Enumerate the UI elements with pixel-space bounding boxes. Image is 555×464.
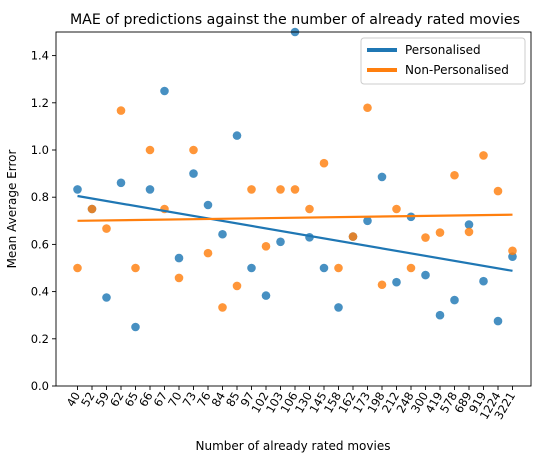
point-non-personalised [174, 273, 184, 283]
point-non-personalised [116, 106, 126, 115]
x-axis-ticks: 4052596265666770737684859710210310613014… [64, 386, 518, 422]
x-tick-label: 97 [238, 390, 257, 410]
x-tick-label: 73 [180, 390, 199, 410]
point-non-personalised [435, 228, 445, 237]
point-personalised [450, 295, 459, 305]
point-non-personalised [232, 281, 242, 291]
point-personalised [334, 303, 343, 312]
x-tick-label: 76 [194, 390, 213, 410]
point-non-personalised [421, 233, 430, 242]
point-personalised [189, 169, 198, 178]
point-non-personalised [218, 303, 227, 312]
point-non-personalised [276, 185, 285, 194]
x-tick-label: 40 [64, 390, 83, 410]
point-non-personalised [102, 224, 111, 233]
legend-label-non-personalised: Non-Personalised [405, 63, 509, 77]
point-non-personalised [493, 186, 503, 196]
y-tick-label: 1.0 [31, 143, 49, 157]
y-tick-label: 0.6 [31, 237, 49, 251]
point-personalised [102, 293, 111, 302]
x-tick-label: 52 [78, 390, 97, 410]
y-tick-label: 0.0 [31, 379, 49, 393]
x-tick-label: 84 [209, 390, 228, 410]
point-non-personalised [305, 204, 314, 214]
point-non-personalised [87, 204, 97, 214]
legend-box [360, 37, 526, 85]
point-personalised [363, 216, 372, 226]
point-non-personalised [479, 151, 488, 160]
x-tick-label: 70 [165, 390, 184, 410]
y-axis-ticks: 0.0 0.2 0.4 0.6 0.8 1.0 1.2 1.4 [31, 49, 56, 393]
point-personalised [174, 253, 184, 263]
point-non-personalised [392, 204, 401, 214]
trend-line-personalised [77, 194, 513, 272]
point-non-personalised [348, 232, 358, 241]
y-axis-label: Mean Average Error [5, 150, 19, 269]
point-non-personalised [406, 263, 416, 273]
legend: Personalised Non-Personalised [360, 37, 526, 85]
point-non-personalised [508, 246, 517, 256]
x-tick-label: 65 [122, 390, 141, 410]
point-personalised [218, 229, 227, 239]
point-personalised [435, 310, 445, 320]
y-tick-label: 1.4 [31, 49, 49, 63]
point-personalised [160, 86, 169, 96]
y-tick-label: 1.2 [31, 96, 49, 110]
point-non-personalised [131, 263, 140, 273]
point-personalised [247, 263, 256, 273]
x-axis-label: Number of already rated movies [196, 439, 391, 453]
point-personalised [232, 131, 242, 140]
point-non-personalised [334, 263, 343, 273]
point-personalised [493, 316, 503, 326]
point-personalised [392, 277, 401, 287]
point-non-personalised [261, 241, 271, 251]
point-non-personalised [247, 185, 256, 194]
point-personalised [116, 178, 126, 188]
plot-frame [55, 31, 532, 387]
y-tick-label: 0.4 [31, 285, 49, 299]
point-personalised [261, 291, 271, 300]
point-personalised [276, 237, 285, 247]
point-personalised [319, 263, 329, 273]
x-tick-label: 62 [107, 390, 126, 410]
x-tick-label: 67 [151, 390, 170, 410]
chart-title: MAE of predictions against the number of… [70, 12, 520, 28]
point-personalised [145, 185, 155, 194]
point-non-personalised [189, 145, 198, 155]
point-non-personalised [73, 263, 82, 273]
point-non-personalised [145, 145, 155, 155]
y-tick-label: 0.8 [31, 190, 49, 204]
point-non-personalised [290, 185, 300, 194]
x-tick-label: 85 [223, 390, 242, 410]
point-personalised [377, 172, 387, 182]
point-non-personalised [363, 103, 372, 113]
point-personalised [131, 322, 140, 332]
point-personalised [464, 220, 474, 229]
point-non-personalised [450, 170, 459, 180]
plot-area [73, 27, 517, 332]
x-tick-label: 66 [136, 390, 155, 410]
point-personalised [73, 185, 82, 194]
point-personalised [421, 270, 430, 280]
point-non-personalised [203, 248, 213, 258]
point-personalised [203, 200, 213, 210]
x-tick-label: 59 [93, 390, 112, 410]
point-personalised [479, 276, 488, 286]
point-non-personalised [377, 280, 387, 290]
point-personalised [508, 252, 517, 261]
legend-label-personalised: Personalised [405, 43, 481, 57]
point-non-personalised [464, 227, 474, 237]
point-non-personalised [319, 158, 329, 168]
trend-line-non-personalised [77, 213, 513, 222]
y-tick-label: 0.2 [31, 332, 49, 346]
